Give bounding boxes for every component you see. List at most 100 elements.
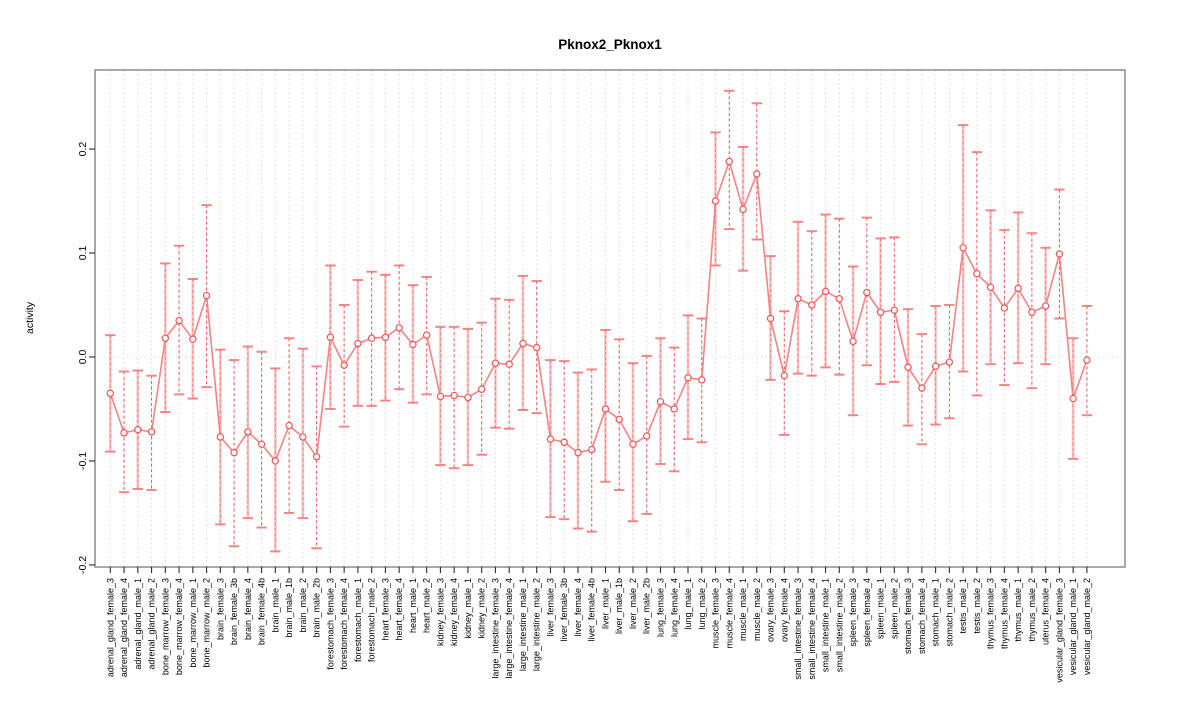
x-category-label: small_intestine_male_2 xyxy=(834,578,844,672)
x-category-label: spleen_female_3 xyxy=(848,578,858,647)
data-point xyxy=(629,440,637,449)
x-category-label: brain_male_2 xyxy=(298,578,308,633)
x-category-label: small_intestine_female_3 xyxy=(793,578,803,680)
x-category-label: brain_male_2b xyxy=(312,578,322,638)
data-point xyxy=(931,362,940,371)
x-category-label: large_intestine_male_1 xyxy=(518,578,528,671)
x-category-label: stomach_female_4 xyxy=(917,578,927,654)
x-category-label: thymus_male_2 xyxy=(1027,578,1037,642)
x-category-label: spleen_female_4 xyxy=(862,578,872,647)
data-point xyxy=(546,435,555,443)
data-point xyxy=(381,333,390,341)
y-tick-label: -0.1 xyxy=(77,452,89,470)
x-category-label: forestomach_female_4 xyxy=(339,578,349,670)
error-bars xyxy=(105,89,1093,553)
x-category-label: liver_male_1 xyxy=(600,578,610,629)
data-point xyxy=(753,170,761,178)
data-point xyxy=(890,306,899,314)
data-point xyxy=(973,270,981,278)
data-point xyxy=(574,448,582,457)
x-category-label: ovary_female_4 xyxy=(779,578,789,642)
x-category-label: lung_male_1 xyxy=(683,578,693,630)
data-point xyxy=(134,426,142,434)
x-category-label: vesicular_gland_male_2 xyxy=(1082,578,1092,675)
x-category-label: heart_male_1 xyxy=(408,578,418,633)
data-point xyxy=(491,359,500,367)
data-point xyxy=(959,244,967,252)
data-point xyxy=(505,360,513,368)
data-point xyxy=(835,295,844,303)
data-point xyxy=(161,334,170,342)
x-category-label: muscle_female_3 xyxy=(711,578,721,649)
x-category-label: liver_male_1b xyxy=(614,578,624,634)
data-point xyxy=(175,316,183,325)
x-category-label: adrenal_gland_female_3 xyxy=(105,578,115,677)
data-point xyxy=(409,340,417,349)
data-point xyxy=(450,391,458,400)
x-category-label: kidney_female_4 xyxy=(449,578,459,646)
data-point xyxy=(257,440,266,449)
x-category-label: brain_female_3b xyxy=(229,578,239,645)
data-point xyxy=(340,361,348,369)
data-point xyxy=(904,363,912,372)
x-category-label: lung_female_4 xyxy=(669,578,679,637)
x-axis: adrenal_gland_female_3 adrenal_gland_fema… xyxy=(105,567,1092,683)
x-category-label: muscle_male_2 xyxy=(752,578,762,641)
data-point xyxy=(780,371,788,380)
x-category-label: large_intestine_female_4 xyxy=(504,578,514,679)
data-point xyxy=(849,337,857,346)
data-point xyxy=(794,295,802,303)
data-point xyxy=(189,335,197,343)
plot-box xyxy=(94,69,1126,568)
x-category-label: adrenal_gland_male_2 xyxy=(147,578,157,670)
x-category-label: heart_female_4 xyxy=(394,578,404,641)
data-point xyxy=(1069,394,1077,403)
x-category-label: ovary_female_3 xyxy=(766,578,776,642)
data-point xyxy=(202,291,211,300)
data-point xyxy=(711,197,720,205)
x-category-label: adrenal_gland_female_4 xyxy=(119,578,129,677)
data-point xyxy=(147,428,156,436)
x-category-label: lung_female_3 xyxy=(656,578,666,637)
data-point xyxy=(1055,250,1064,258)
data-point xyxy=(698,376,706,384)
data-point xyxy=(918,384,926,392)
x-category-label: bone_marrow_female_4 xyxy=(174,578,184,675)
data-point xyxy=(1028,308,1036,316)
y-axis: -0.2 -0.1 0.0 0.1 0.2 xyxy=(77,142,95,574)
x-category-label: spleen_male_2 xyxy=(889,578,899,639)
x-category-label: thymus_female_3 xyxy=(986,578,996,649)
y-tick-label: 0.2 xyxy=(77,142,89,157)
x-category-label: brain_female_3 xyxy=(215,578,225,640)
data-point xyxy=(656,397,665,406)
x-category-label: large_intestine_male_2 xyxy=(532,578,542,671)
data-point xyxy=(312,453,321,461)
data-point xyxy=(766,314,775,323)
data-point xyxy=(436,392,445,401)
x-category-label: liver_female_3b xyxy=(559,578,569,642)
x-category-label: kidney_male_1 xyxy=(463,578,473,639)
x-category-label: small_intestine_male_1 xyxy=(821,578,831,672)
x-category-label: forestomach_male_2 xyxy=(367,578,377,662)
data-point xyxy=(986,283,995,292)
x-category-label: stomach_male_1 xyxy=(931,578,941,647)
x-category-label: small_intestine_female_4 xyxy=(807,578,817,680)
x-category-label: forestomach_male_1 xyxy=(353,578,363,662)
data-point xyxy=(670,405,678,413)
data-point xyxy=(725,157,733,166)
y-tick-label: 0.1 xyxy=(77,246,89,261)
x-category-label: kidney_male_2 xyxy=(477,578,487,639)
data-point xyxy=(354,339,362,348)
data-point xyxy=(588,445,596,454)
data-point xyxy=(216,433,225,441)
data-point xyxy=(285,421,293,430)
x-category-label: bone_marrow_female_3 xyxy=(160,578,170,675)
y-tick-label: 0.0 xyxy=(77,350,89,365)
x-category-label: vesicular_gland_female_3 xyxy=(1054,578,1064,683)
x-category-label: muscle_male_1 xyxy=(738,578,748,641)
x-category-label: liver_female_4 xyxy=(573,578,583,637)
data-point xyxy=(422,331,431,339)
x-category-label: uterus_female_4 xyxy=(1041,578,1051,645)
data-point xyxy=(601,405,610,413)
